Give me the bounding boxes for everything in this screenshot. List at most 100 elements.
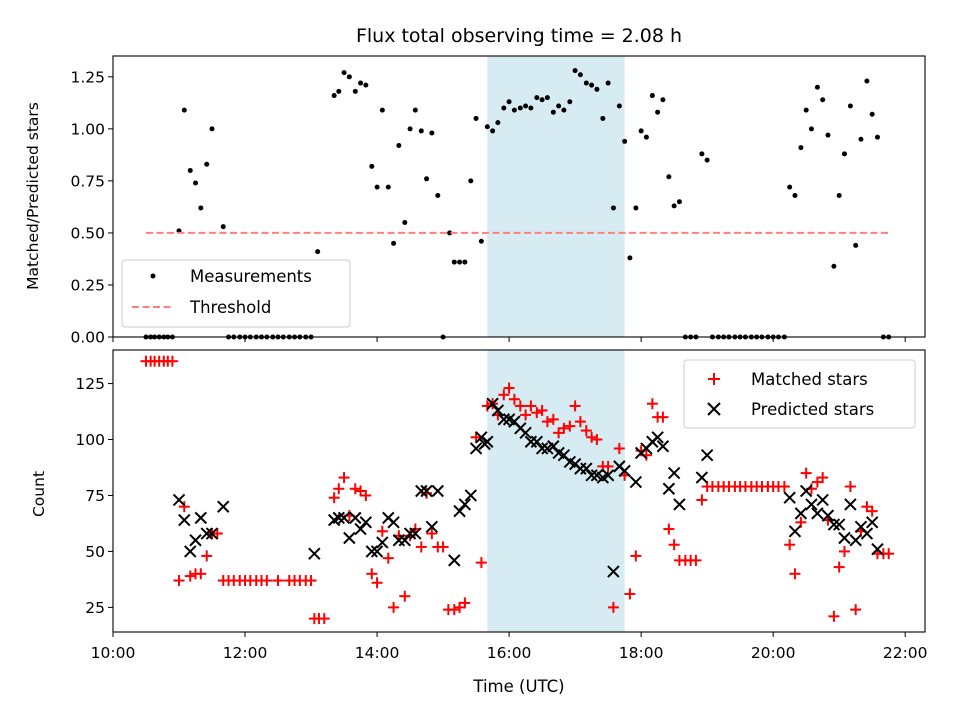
matched-star-point: [448, 604, 460, 616]
predicted-star-point: [871, 542, 884, 556]
bottom-x-axis-label: Time (UTC): [472, 677, 564, 696]
matched-star-point: [371, 577, 383, 589]
matched-star-point: [338, 472, 350, 484]
matched-star-point: [586, 431, 598, 443]
measurement-point: [331, 93, 337, 99]
predicted-star-point: [415, 484, 428, 498]
matched-star-point: [602, 460, 614, 472]
bottom-x-ticks: 10:00 12:00 14:00 16:00 18:00 20:00 22:00: [91, 632, 928, 662]
measurement-point: [600, 115, 606, 121]
measurement-point: [814, 84, 820, 90]
matched-star-point: [630, 550, 642, 562]
measurement-point: [462, 259, 468, 265]
top-axes-frame: [112, 55, 926, 338]
predicted-star-point: [365, 545, 378, 558]
bottom-legend-box: [683, 359, 916, 429]
matched-star-point: [514, 400, 526, 412]
bottom-x-tick-label: 20:00: [751, 644, 796, 662]
matched-star-point: [195, 568, 207, 580]
measurement-point: [534, 95, 540, 101]
predicted-star-point: [464, 489, 478, 502]
measurement-point: [396, 143, 402, 149]
predicted-star-point: [783, 491, 796, 504]
matched-star-point: [591, 434, 603, 446]
predicted-star-point: [607, 565, 620, 578]
measurement-point: [633, 205, 639, 211]
matched-star-point: [580, 425, 592, 437]
predicted-star-point: [453, 504, 466, 518]
predicted-star-point: [519, 426, 532, 440]
measurement-point: [627, 255, 633, 261]
measurement-point: [209, 126, 215, 132]
matched-star-point: [498, 389, 510, 401]
bottom-x-tick-label: 14:00: [355, 644, 400, 662]
matched-star-point: [784, 539, 796, 551]
measurement-point: [567, 99, 573, 105]
matched-star-point: [470, 431, 482, 443]
measurement-point: [407, 126, 413, 132]
predicted-star-point: [794, 507, 808, 520]
matched-star-point: [305, 575, 317, 587]
matched-star-point: [663, 523, 675, 535]
bottom-highlight-span: [487, 350, 625, 632]
measurement-point: [181, 107, 187, 113]
predicted-star-point: [337, 511, 351, 525]
matched-star-point: [503, 382, 515, 394]
bottom-y-ticks: 25 50 75 100 125: [75, 375, 113, 617]
predicted-star-point: [178, 513, 191, 527]
matched-star-point: [211, 528, 223, 540]
measurement-point: [363, 82, 369, 88]
matched-star-point: [883, 548, 895, 560]
measurement-point: [643, 134, 649, 140]
matched-star-point: [508, 393, 520, 405]
matched-star-point: [520, 409, 532, 421]
measurement-point: [787, 184, 793, 190]
measurement-point: [523, 103, 529, 109]
matched-star-point: [166, 355, 178, 367]
measurement-point: [655, 109, 661, 115]
predicted-star-point: [799, 484, 813, 498]
bottom-x-tick-label: 10:00: [91, 644, 136, 662]
legend-predicted-label: Predicted stars: [751, 400, 874, 419]
predicted-star-point: [844, 498, 857, 511]
matched-star-point: [261, 575, 273, 587]
measurement-point: [457, 259, 463, 265]
matched-star-point: [690, 554, 702, 566]
matched-star-point: [399, 590, 411, 602]
predicted-star-point: [860, 527, 874, 540]
measurement-point: [358, 80, 364, 86]
predicted-star-point: [370, 545, 384, 558]
measurement-point: [402, 220, 408, 226]
measurement-point: [193, 180, 199, 186]
predicted-star-point: [865, 516, 879, 529]
measurement-point: [605, 80, 611, 86]
measurement-point: [391, 240, 397, 246]
measurement-point: [869, 111, 875, 117]
predicted-star-point: [667, 466, 681, 480]
bottom-panel: 25 50 75 100 125 10:00 12:00 14:00 16:00 18:00 20…: [30, 349, 928, 696]
predicted-star-point: [788, 525, 802, 538]
predicted-star-point: [194, 511, 208, 525]
bottom-plot-area: [140, 355, 895, 625]
measurement-point: [495, 120, 501, 126]
predicted-star-point: [700, 448, 714, 462]
predicted-star-point: [189, 534, 202, 547]
bottom-y-tick-label: 100: [75, 431, 105, 449]
measurement-point: [561, 107, 567, 113]
matched-star-point: [333, 483, 345, 495]
predicted-star-point: [497, 413, 511, 426]
top-y-tick-label: 0.75: [70, 172, 105, 190]
measurement-point: [352, 88, 358, 94]
predicted-star-point: [200, 527, 213, 540]
measurement-point: [511, 107, 517, 113]
matched-star-point: [376, 525, 388, 537]
predicted-star-point: [827, 518, 841, 531]
measurement-point: [874, 134, 880, 140]
predicted-star-point: [601, 469, 615, 482]
matched-star-point: [800, 467, 812, 479]
matched-star-point: [184, 570, 196, 582]
predicted-star-point: [343, 531, 356, 545]
legend-matched-marker: [708, 373, 720, 385]
measurement-point: [610, 205, 616, 211]
legend-measurements-marker: [150, 273, 156, 279]
